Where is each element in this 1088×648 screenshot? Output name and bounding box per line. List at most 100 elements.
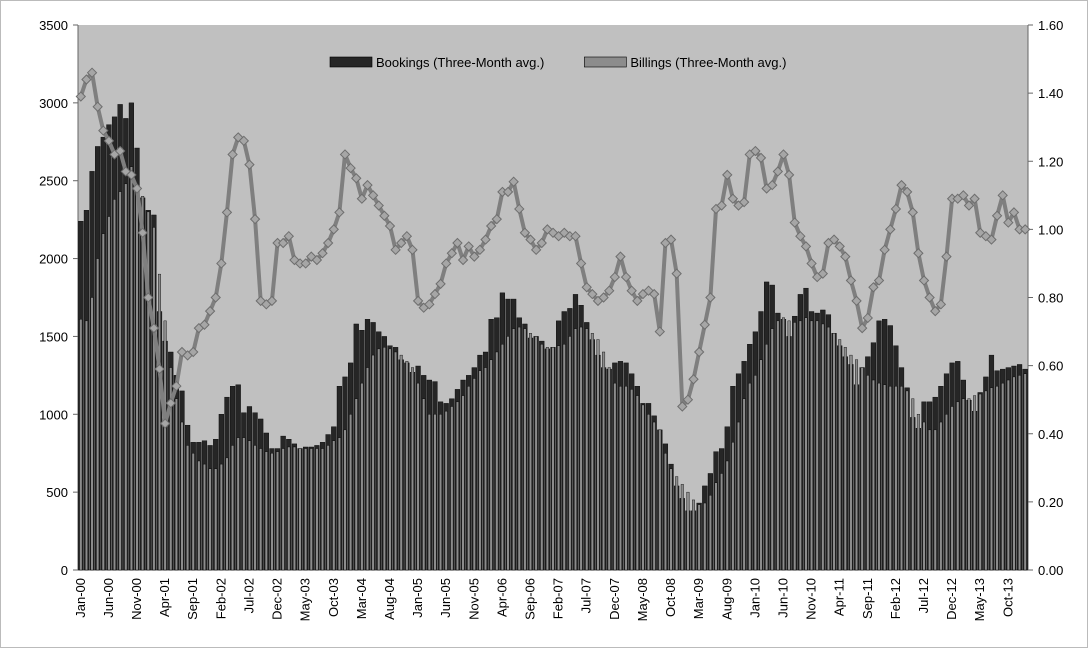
line-marker	[604, 285, 615, 296]
line-marker	[890, 203, 902, 215]
bar	[472, 378, 476, 571]
line-marker	[986, 234, 997, 245]
line-marker	[879, 244, 890, 256]
line-marker	[81, 74, 92, 85]
x-tick-label: Jun-10	[775, 578, 790, 618]
bar	[1006, 379, 1010, 571]
bar	[411, 367, 414, 571]
bar	[1001, 382, 1005, 571]
line-marker	[356, 193, 368, 204]
line-marker	[339, 149, 351, 160]
line-marker	[682, 394, 694, 405]
bar	[247, 440, 251, 571]
line-marker	[322, 237, 334, 249]
line-marker	[738, 196, 750, 208]
line-marker	[401, 230, 413, 242]
bar	[989, 387, 993, 571]
line-marker	[575, 258, 587, 269]
bar	[545, 347, 549, 571]
line-marker	[148, 322, 160, 334]
bar	[225, 457, 229, 571]
bar	[276, 451, 280, 571]
bar	[877, 382, 881, 571]
bar	[523, 328, 527, 571]
line-marker	[671, 268, 682, 279]
line-marker	[266, 295, 278, 307]
bar	[663, 453, 667, 571]
line-marker	[469, 251, 480, 262]
bar	[765, 344, 769, 571]
line-marker	[311, 254, 323, 266]
bar	[905, 390, 909, 571]
line-marker	[873, 275, 885, 286]
line-marker	[424, 299, 435, 310]
line-marker	[868, 282, 879, 293]
x-tick-label: Feb-12	[888, 578, 903, 619]
bar	[349, 414, 353, 571]
y2-tick-label: 0.20	[1038, 495, 1063, 510]
x-tick-label: May-03	[298, 578, 313, 621]
bar	[787, 320, 791, 571]
line-marker	[789, 217, 800, 228]
bar	[495, 351, 499, 571]
y-tick-label: 2000	[39, 252, 68, 267]
line-marker	[362, 179, 373, 191]
y2-tick-label: 1.20	[1038, 154, 1063, 169]
line-marker	[440, 258, 452, 269]
bar	[180, 421, 184, 571]
line-marker	[227, 149, 238, 160]
bar	[574, 328, 577, 571]
x-tick-label: Jul-12	[916, 578, 931, 613]
bar	[551, 347, 555, 571]
x-tick-label: Dec-02	[270, 578, 285, 620]
line-marker	[901, 186, 913, 198]
x-tick-label: Oct-13	[1000, 578, 1015, 617]
line-marker	[806, 258, 817, 269]
bar	[506, 336, 510, 571]
bar	[529, 333, 532, 571]
line-marker	[446, 248, 458, 259]
line-marker	[980, 230, 992, 242]
bar	[253, 445, 257, 571]
line-marker	[851, 295, 862, 307]
line-marker	[907, 207, 918, 218]
line-marker	[688, 374, 699, 385]
line-marker	[474, 244, 486, 256]
bar	[489, 359, 493, 571]
x-tick-label: Jan-05	[410, 578, 425, 618]
bar	[568, 336, 572, 571]
x-tick-label: Feb-02	[213, 578, 228, 619]
bar	[264, 451, 268, 571]
x-tick-label: Apr-01	[157, 578, 172, 617]
line-marker	[379, 210, 390, 221]
legend-swatch	[584, 56, 627, 68]
line-marker	[699, 319, 710, 330]
bar	[939, 421, 943, 571]
line-marker	[390, 244, 401, 256]
x-tick-label: Jan-10	[747, 578, 762, 618]
bar	[821, 323, 825, 571]
x-tick-label: Apr-06	[494, 578, 509, 617]
line-marker	[862, 312, 874, 324]
bar	[675, 476, 679, 571]
bar	[512, 328, 516, 571]
bar	[399, 354, 403, 571]
x-tick-label: Jun-05	[438, 578, 453, 618]
bar	[270, 453, 274, 571]
y-tick-label: 2500	[39, 174, 68, 189]
bar	[101, 233, 105, 571]
line-marker	[216, 258, 227, 269]
bar	[928, 429, 932, 571]
line-marker	[581, 282, 592, 293]
line-marker	[716, 200, 727, 211]
bar	[124, 183, 128, 571]
bar	[214, 468, 218, 571]
line-marker	[587, 288, 598, 300]
line-marker	[840, 251, 851, 262]
bar	[658, 429, 662, 571]
line-marker	[693, 346, 705, 358]
bar	[203, 463, 206, 571]
bar	[540, 344, 544, 571]
line-marker	[643, 285, 654, 296]
